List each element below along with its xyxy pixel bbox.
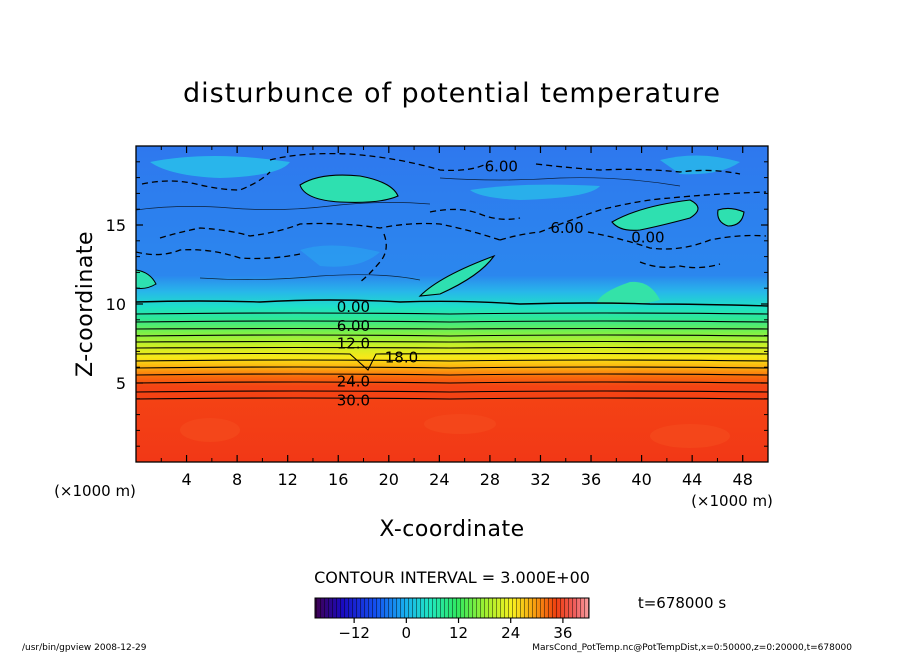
cyan-patch — [717, 207, 745, 227]
dashed-contours — [136, 152, 767, 283]
x-tick-label: 40 — [631, 470, 651, 489]
contour-label: 12.0 — [337, 335, 370, 353]
y-tick-label: 5 — [116, 374, 126, 393]
y-axis-title: Z-coordinate — [73, 231, 98, 377]
colorbar-tick-label: 36 — [553, 624, 572, 642]
cyan-patch — [299, 174, 399, 203]
contour-label: 0.00 — [631, 229, 664, 247]
contour-label: 6.00 — [485, 158, 518, 176]
x-tick-label: 8 — [232, 470, 242, 489]
contour-label: 0.00 — [337, 298, 370, 316]
contour-label: 6.00 — [550, 219, 583, 237]
plot-area — [136, 146, 768, 462]
footer-left: /usr/bin/gpview 2008-12-29 — [22, 643, 147, 653]
colorbar-tick-label: −12 — [338, 624, 370, 642]
solid-contours — [136, 312, 768, 400]
colorbar-tick-label: 0 — [402, 624, 412, 642]
contour-label: 24.0 — [337, 372, 370, 390]
contour-interval: CONTOUR INTERVAL = 3.000E+00 — [314, 568, 590, 587]
x-tick-label: 44 — [682, 470, 702, 489]
contour-label: 6.00 — [337, 317, 370, 335]
time-label: t=678000 s — [638, 594, 726, 612]
contour-label: 30.0 — [337, 391, 370, 409]
x-tick-label: 24 — [429, 470, 449, 489]
x-unit-right: (×1000 m) — [691, 492, 773, 510]
cyan-patch — [418, 254, 496, 297]
x-tick-label: 32 — [530, 470, 550, 489]
colorbar-tick-label: 24 — [501, 624, 520, 642]
x-tick-label: 28 — [480, 470, 500, 489]
colorbar: −12 0 12 24 36 — [314, 597, 590, 642]
x-tick-label: 12 — [278, 470, 298, 489]
colorbar-tick-label: 12 — [449, 624, 468, 642]
x-tick-label: 36 — [581, 470, 601, 489]
cyan-patch — [611, 199, 699, 231]
x-unit-left: (×1000 m) — [54, 482, 136, 500]
x-tick-label: 4 — [181, 470, 191, 489]
contour-label: 18.0 — [385, 349, 418, 367]
x-axis-title: X-coordinate — [379, 517, 524, 542]
x-tick-label: 16 — [328, 470, 348, 489]
y-axis: 5 10 15 — [106, 161, 768, 447]
y-tick-label: 15 — [106, 216, 126, 235]
x-tick-label: 48 — [733, 470, 753, 489]
x-axis: 4 8 12 16 20 24 28 32 36 40 44 48 — [160, 146, 753, 489]
footer-right: MarsCond_PotTemp.nc@PotTempDist,x=0:5000… — [532, 643, 852, 653]
x-tick-label: 20 — [379, 470, 399, 489]
chart-title: disturbunce of potential temperature — [183, 78, 721, 109]
colorbar-ticks: −12 0 12 24 36 — [338, 618, 572, 642]
cyan-patch — [596, 281, 660, 305]
y-tick-label: 10 — [106, 295, 126, 314]
